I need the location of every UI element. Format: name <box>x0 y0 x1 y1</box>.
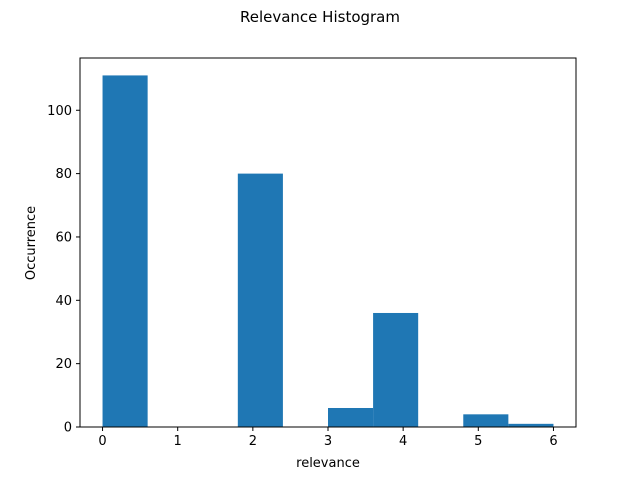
y-tick-label: 40 <box>55 294 72 309</box>
y-tick-label: 80 <box>55 167 72 182</box>
y-axis-ticks: 0 20 40 60 80 100 <box>47 104 80 436</box>
y-tick-label: 0 <box>64 421 72 436</box>
y-tick-label: 20 <box>55 357 72 372</box>
x-tick-label: 1 <box>174 434 182 449</box>
x-tick-label: 3 <box>324 434 332 449</box>
x-tick-label: 5 <box>474 434 482 449</box>
x-tick-label: 0 <box>98 434 106 449</box>
bars-group <box>102 75 554 428</box>
x-tick-label: 6 <box>549 434 557 449</box>
y-tick-label: 60 <box>55 230 72 245</box>
y-axis-label: Occurrence <box>24 206 39 280</box>
x-tick-label: 2 <box>249 434 257 449</box>
histogram-bar <box>328 407 374 427</box>
histogram-bar <box>237 173 283 427</box>
histogram-bar <box>508 423 554 427</box>
plot-frame <box>79 57 577 428</box>
x-axis-ticks: 0 1 2 3 4 5 6 <box>98 427 558 449</box>
x-axis-label: relevance <box>296 456 360 471</box>
x-tick-label: 4 <box>399 434 407 449</box>
chart-title: Relevance Histogram <box>240 8 400 26</box>
histogram-bar <box>102 75 148 428</box>
y-tick-label: 100 <box>47 104 72 119</box>
histogram-bar <box>373 312 419 427</box>
histogram-bar <box>463 414 509 427</box>
